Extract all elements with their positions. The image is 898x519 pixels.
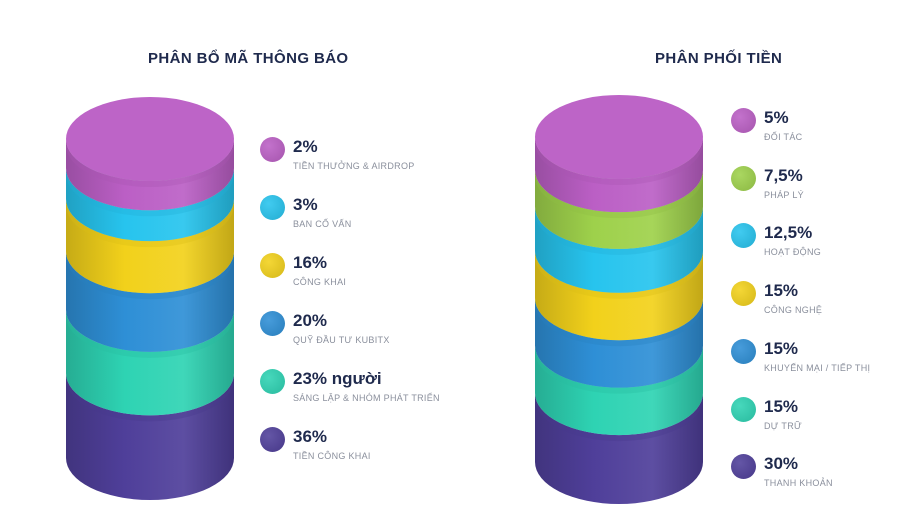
legend-swatch <box>731 396 756 422</box>
legend-value: 20% <box>293 311 328 330</box>
legend-swatch <box>731 338 756 364</box>
legend-swatch <box>260 137 285 162</box>
legend-label: THANH KHOẢN <box>764 478 833 489</box>
legend-value: 15% <box>764 281 799 301</box>
legend-label: CÔNG NGHỆ <box>764 305 823 316</box>
token-allocation-chart: PHÂN BỔ MÃ THÔNG BÁO 2% TIỀN THƯỞNG & AIR… <box>66 50 440 500</box>
legend-value: 16% <box>293 253 328 272</box>
fund-distribution-chart: PHÂN PHỐI TIỀN 5% ĐỐI TÁC 7,5% PHÁP LÝ 12,5%… <box>449 0 898 519</box>
legend-label: TIỀN THƯỞNG & AIRDROP <box>293 161 415 171</box>
segment-body <box>66 199 234 294</box>
legend-swatch <box>260 311 285 336</box>
cylinder-top-cap <box>535 95 703 179</box>
legend-value: 12,5% <box>764 223 813 243</box>
legend-value: 2% <box>293 137 318 156</box>
segment-body <box>66 373 234 500</box>
legend-swatch <box>260 253 285 278</box>
legend-value: 15% <box>764 338 799 358</box>
legend-swatch <box>731 108 756 133</box>
legend-value: 3% <box>293 195 318 214</box>
cylinder-top-cap <box>66 97 234 181</box>
segment-body <box>535 345 703 436</box>
legend-swatch <box>260 195 285 220</box>
legend-label: QUỸ ĐẦU TƯ KUBITX <box>293 335 390 345</box>
segment-body <box>66 168 234 242</box>
segment-body <box>66 139 234 211</box>
segment-body <box>535 298 703 388</box>
legend-value: 5% <box>764 108 789 127</box>
legend-value: 30% <box>764 454 799 474</box>
legend-label: KHUYẾN MẠI / TIẾP THỊ <box>764 362 871 373</box>
legend-label: DỰ TRỮ <box>764 420 803 431</box>
cylinder-stack <box>66 97 234 500</box>
legend-label: SÁNG LẬP & NHÓM PHÁT TRIỂN <box>293 393 440 403</box>
legend-swatch <box>731 281 756 307</box>
chart-title: PHÂN PHỐI TIỀN <box>655 50 783 67</box>
segment-body <box>535 137 703 213</box>
segment-body <box>535 393 703 504</box>
legend-label: PHÁP LÝ <box>764 189 804 200</box>
segment-body <box>535 170 703 249</box>
legend-label: HOẠT ĐỘNG <box>764 247 822 258</box>
segment-body <box>66 251 234 352</box>
legend-label: BAN CỐ VẤN <box>293 219 352 229</box>
cylinder-stack <box>535 95 703 504</box>
legend-swatch <box>731 454 756 480</box>
legend-swatch <box>731 223 756 249</box>
chart-title: PHÂN BỔ MÃ THÔNG BÁO <box>148 50 349 67</box>
legend-label: CÔNG KHAI <box>293 277 347 287</box>
legend-swatch <box>260 427 285 452</box>
segment-body <box>535 250 703 341</box>
legend-value: 15% <box>764 396 799 416</box>
segment-body <box>535 206 703 293</box>
legend-swatch <box>731 165 756 191</box>
legend-value: 36% <box>293 427 328 446</box>
segment-body <box>66 309 234 416</box>
legend-swatch <box>260 369 285 394</box>
legend-value: 7,5% <box>764 165 803 185</box>
legend-value: 23% người <box>293 369 382 388</box>
legend-label: TIỀN CÔNG KHAI <box>293 451 371 461</box>
legend-label: ĐỐI TÁC <box>764 132 803 142</box>
